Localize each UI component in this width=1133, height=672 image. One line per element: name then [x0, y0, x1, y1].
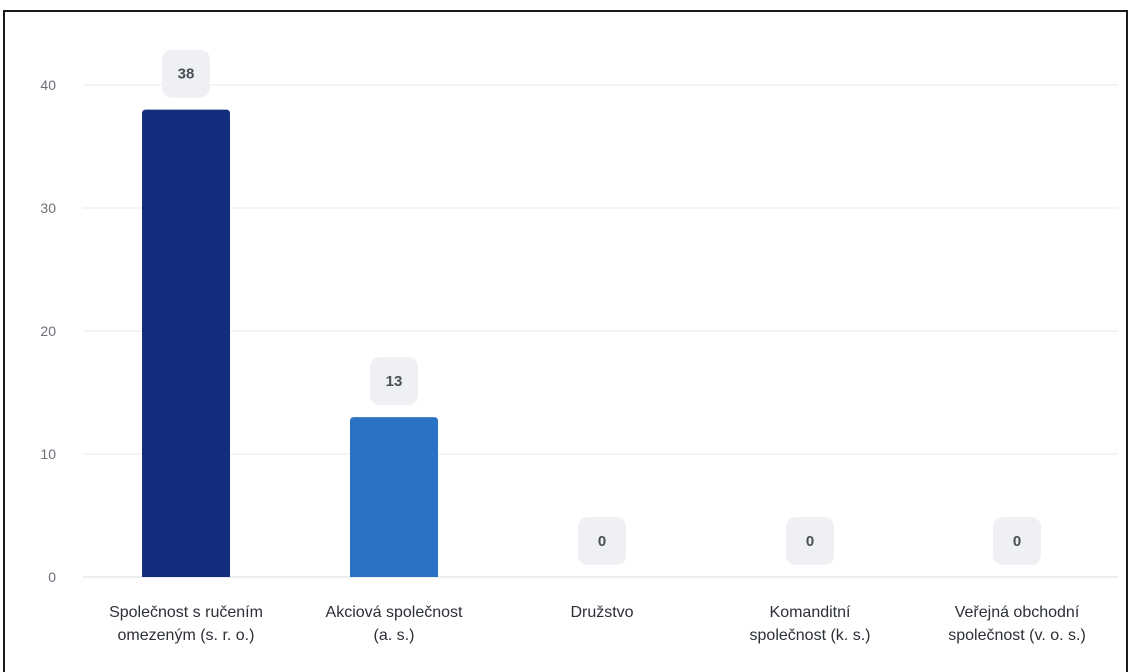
data-label: 38 [178, 66, 195, 83]
x-axis: Společnost s ručením omezeným (s. r. o.) A… [109, 604, 1086, 644]
bar [350, 417, 438, 577]
y-tick-label: 0 [48, 569, 56, 585]
x-tick-label: (a. s.) [374, 627, 415, 644]
y-axis: 0 10 20 30 40 [40, 77, 56, 585]
gridlines [83, 85, 1118, 577]
data-label: 0 [1013, 533, 1021, 550]
data-label: 0 [806, 533, 814, 550]
x-tick-label: omezeným (s. r. o.) [118, 627, 255, 644]
data-label: 13 [386, 373, 403, 390]
x-tick-label: Veřejná obchodní [955, 604, 1080, 621]
bar [142, 110, 230, 577]
y-tick-label: 30 [40, 200, 56, 216]
x-tick-label: společnost (k. s.) [750, 627, 871, 644]
x-tick-label: Komanditní [770, 604, 851, 621]
data-label: 0 [598, 533, 606, 550]
x-tick-label: společnost (v. o. s.) [948, 627, 1086, 644]
x-tick-label: Družstvo [570, 604, 633, 621]
y-tick-label: 40 [40, 77, 56, 93]
y-tick-label: 20 [40, 323, 56, 339]
bars [142, 110, 438, 577]
x-tick-label: Akciová společnost [326, 604, 464, 621]
x-tick-label: Společnost s ručením [109, 604, 263, 621]
y-tick-label: 10 [40, 446, 56, 462]
data-labels: 38 13 0 0 0 [162, 50, 1041, 565]
